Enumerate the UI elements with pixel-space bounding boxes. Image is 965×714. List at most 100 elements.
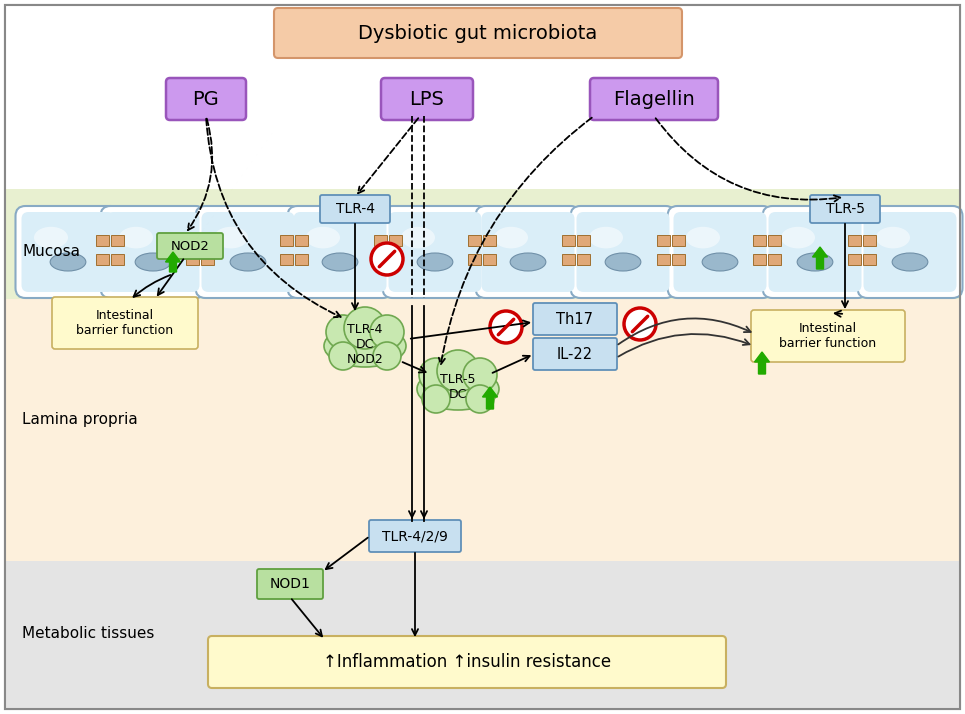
Bar — [753, 254, 766, 265]
FancyBboxPatch shape — [320, 195, 390, 223]
Bar — [483, 235, 496, 246]
FancyBboxPatch shape — [5, 5, 960, 709]
Bar — [295, 254, 308, 265]
FancyBboxPatch shape — [293, 212, 387, 292]
Ellipse shape — [417, 253, 453, 271]
Ellipse shape — [417, 368, 499, 410]
Text: Flagellin: Flagellin — [613, 89, 695, 109]
Text: TLR-4
DC
NOD2: TLR-4 DC NOD2 — [346, 323, 383, 366]
Circle shape — [422, 385, 450, 413]
Bar — [562, 254, 575, 265]
FancyArrow shape — [166, 252, 180, 272]
Text: Dysbiotic gut microbiota: Dysbiotic gut microbiota — [358, 24, 597, 43]
Ellipse shape — [322, 253, 358, 271]
Text: Intestinal
barrier function: Intestinal barrier function — [780, 322, 876, 350]
Bar — [5, 299, 960, 561]
FancyBboxPatch shape — [288, 206, 393, 298]
Circle shape — [329, 342, 357, 370]
Ellipse shape — [306, 227, 340, 248]
FancyBboxPatch shape — [274, 8, 682, 58]
Text: PG: PG — [193, 89, 219, 109]
FancyBboxPatch shape — [533, 303, 617, 335]
Ellipse shape — [135, 253, 171, 271]
FancyBboxPatch shape — [674, 212, 766, 292]
Ellipse shape — [230, 253, 265, 271]
Text: Intestinal
barrier function: Intestinal barrier function — [76, 309, 174, 337]
Ellipse shape — [50, 253, 86, 271]
Ellipse shape — [605, 253, 641, 271]
FancyBboxPatch shape — [257, 569, 323, 599]
Text: TLR-4/2/9: TLR-4/2/9 — [382, 529, 448, 543]
Ellipse shape — [494, 227, 528, 248]
Bar — [5, 561, 960, 709]
Text: Lamina propria: Lamina propria — [22, 411, 138, 426]
Bar — [186, 254, 199, 265]
Bar — [672, 254, 685, 265]
Circle shape — [344, 307, 386, 349]
FancyBboxPatch shape — [52, 297, 198, 349]
FancyBboxPatch shape — [381, 78, 473, 120]
Ellipse shape — [797, 253, 833, 271]
Circle shape — [370, 241, 404, 276]
FancyBboxPatch shape — [768, 212, 862, 292]
Circle shape — [463, 358, 497, 392]
FancyBboxPatch shape — [106, 212, 200, 292]
Circle shape — [624, 308, 656, 340]
Bar — [768, 254, 781, 265]
Text: Th17: Th17 — [557, 311, 593, 326]
Ellipse shape — [510, 253, 546, 271]
Bar — [768, 235, 781, 246]
Bar — [468, 254, 481, 265]
Ellipse shape — [703, 253, 738, 271]
Bar — [280, 235, 293, 246]
FancyBboxPatch shape — [369, 520, 461, 552]
Text: NOD1: NOD1 — [269, 577, 311, 591]
Ellipse shape — [119, 227, 153, 248]
Bar — [5, 189, 960, 299]
Text: ↑Inflammation ↑insulin resistance: ↑Inflammation ↑insulin resistance — [323, 653, 611, 671]
FancyBboxPatch shape — [570, 206, 675, 298]
Bar — [96, 235, 109, 246]
Circle shape — [370, 315, 404, 349]
FancyArrow shape — [755, 352, 769, 374]
FancyBboxPatch shape — [476, 206, 581, 298]
Circle shape — [622, 306, 657, 341]
FancyBboxPatch shape — [482, 212, 574, 292]
FancyBboxPatch shape — [533, 338, 617, 370]
FancyBboxPatch shape — [208, 636, 726, 688]
Circle shape — [437, 350, 479, 392]
Bar — [186, 235, 199, 246]
FancyBboxPatch shape — [166, 78, 246, 120]
Bar — [577, 254, 590, 265]
FancyBboxPatch shape — [762, 206, 868, 298]
Bar — [863, 254, 876, 265]
Text: NOD2: NOD2 — [171, 239, 209, 253]
Circle shape — [490, 311, 522, 343]
Bar — [201, 254, 214, 265]
Text: Metabolic tissues: Metabolic tissues — [22, 626, 154, 641]
Ellipse shape — [876, 227, 910, 248]
Bar — [657, 254, 670, 265]
FancyBboxPatch shape — [668, 206, 773, 298]
Bar — [374, 235, 387, 246]
FancyBboxPatch shape — [21, 212, 115, 292]
FancyBboxPatch shape — [382, 206, 487, 298]
FancyBboxPatch shape — [389, 212, 482, 292]
Bar — [562, 235, 575, 246]
Bar — [848, 254, 861, 265]
FancyArrow shape — [813, 247, 828, 269]
Bar — [483, 254, 496, 265]
FancyBboxPatch shape — [576, 212, 670, 292]
Text: IL-22: IL-22 — [557, 346, 593, 361]
Text: TLR-5: TLR-5 — [825, 202, 865, 216]
Ellipse shape — [781, 227, 815, 248]
Ellipse shape — [324, 325, 406, 367]
Bar — [389, 235, 402, 246]
Bar — [389, 254, 402, 265]
Text: LPS: LPS — [409, 89, 445, 109]
Ellipse shape — [34, 227, 68, 248]
Bar — [468, 235, 481, 246]
Circle shape — [466, 385, 494, 413]
Bar — [577, 235, 590, 246]
Ellipse shape — [214, 227, 248, 248]
